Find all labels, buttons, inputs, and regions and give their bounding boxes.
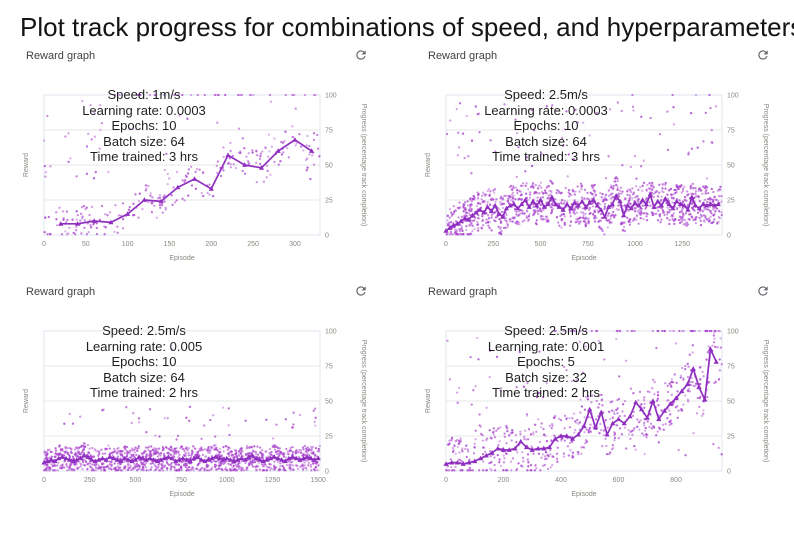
- svg-text:50: 50: [325, 399, 333, 406]
- svg-text:Reward: Reward: [425, 153, 432, 177]
- svg-text:200: 200: [498, 477, 510, 484]
- svg-text:Episode: Episode: [169, 255, 194, 262]
- svg-text:0: 0: [325, 469, 329, 476]
- refresh-icon: [354, 284, 368, 301]
- page-title: Plot track progress for combinations of …: [20, 12, 794, 42]
- refresh-icon: [354, 48, 368, 65]
- svg-text:50: 50: [727, 163, 735, 170]
- svg-text:100: 100: [325, 329, 337, 336]
- reward-chart-canvas: 0 25 50 75 100 0 50 100 150 200 250 300 Episode Rewar…: [23, 93, 367, 263]
- svg-text:500: 500: [535, 241, 547, 248]
- svg-text:300: 300: [289, 241, 301, 248]
- refresh-icon: [756, 48, 770, 65]
- refresh-icon: [756, 284, 770, 301]
- svg-text:500: 500: [130, 477, 142, 484]
- svg-text:1500: 1500: [310, 477, 326, 484]
- svg-text:Progress (percentage track com: Progress (percentage track completion): [360, 340, 367, 463]
- refresh-button[interactable]: [754, 283, 772, 301]
- svg-text:0: 0: [444, 241, 448, 248]
- svg-text:25: 25: [727, 434, 735, 441]
- refresh-button[interactable]: [352, 47, 370, 65]
- svg-text:250: 250: [487, 241, 499, 248]
- svg-text:Progress (percentage track com: Progress (percentage track completion): [762, 340, 769, 463]
- svg-text:50: 50: [325, 163, 333, 170]
- svg-text:600: 600: [613, 477, 625, 484]
- svg-text:750: 750: [582, 241, 594, 248]
- reward-chart-canvas: 0 25 50 75 100 0 200 400 600 800 Episode Reward Prog…: [425, 329, 769, 499]
- svg-text:1000: 1000: [219, 477, 235, 484]
- svg-text:0: 0: [444, 477, 448, 484]
- svg-text:0: 0: [42, 241, 46, 248]
- svg-text:400: 400: [555, 477, 567, 484]
- svg-text:75: 75: [325, 364, 333, 371]
- svg-text:250: 250: [247, 241, 259, 248]
- svg-text:50: 50: [727, 399, 735, 406]
- svg-text:1250: 1250: [265, 477, 281, 484]
- svg-text:100: 100: [727, 329, 739, 336]
- svg-text:25: 25: [727, 198, 735, 205]
- panel-title: Reward graph: [428, 286, 498, 298]
- svg-text:25: 25: [325, 434, 333, 441]
- svg-text:Reward: Reward: [23, 389, 30, 413]
- svg-text:0: 0: [325, 233, 329, 240]
- refresh-button[interactable]: [352, 283, 370, 301]
- reward-graph-panel-top-right: Reward graph 0 25 50 75 100 0 250 500 750 1000 125…: [420, 47, 776, 277]
- svg-text:Episode: Episode: [169, 491, 194, 498]
- svg-text:100: 100: [727, 93, 739, 100]
- svg-text:150: 150: [164, 241, 176, 248]
- svg-text:Progress (percentage track com: Progress (percentage track completion): [360, 104, 367, 227]
- panel-title: Reward graph: [26, 286, 96, 298]
- reward-graph-panel-bottom-right: Reward graph 0 25 50 75 100 0 200 400 600 800 Epis…: [420, 283, 776, 513]
- svg-text:0: 0: [42, 477, 46, 484]
- svg-text:50: 50: [82, 241, 90, 248]
- svg-text:1250: 1250: [675, 241, 691, 248]
- panel-title: Reward graph: [26, 50, 96, 62]
- svg-text:100: 100: [122, 241, 134, 248]
- svg-text:75: 75: [727, 128, 735, 135]
- charts-grid: Reward graph 0 25 50 75 100 0 50 100 150 200 250 30…: [0, 47, 794, 513]
- svg-text:Episode: Episode: [571, 255, 596, 262]
- reward-graph-panel-top-left: Reward graph 0 25 50 75 100 0 50 100 150 200 250 30…: [18, 47, 374, 277]
- svg-text:800: 800: [670, 477, 682, 484]
- reward-graph-panel-bottom-left: Reward graph 0 25 50 75 100 0 250 500 750 1000 125…: [18, 283, 374, 513]
- svg-text:25: 25: [325, 198, 333, 205]
- svg-text:0: 0: [727, 469, 731, 476]
- svg-text:1000: 1000: [627, 241, 643, 248]
- svg-text:Episode: Episode: [571, 491, 596, 498]
- svg-text:750: 750: [175, 477, 187, 484]
- svg-text:75: 75: [325, 128, 333, 135]
- svg-text:Progress (percentage track com: Progress (percentage track completion): [762, 104, 769, 227]
- svg-text:Reward: Reward: [23, 153, 30, 177]
- svg-text:Reward: Reward: [425, 389, 432, 413]
- svg-text:100: 100: [325, 93, 337, 100]
- refresh-button[interactable]: [754, 47, 772, 65]
- panel-title: Reward graph: [428, 50, 498, 62]
- svg-text:200: 200: [205, 241, 217, 248]
- svg-text:75: 75: [727, 364, 735, 371]
- svg-text:0: 0: [727, 233, 731, 240]
- svg-text:250: 250: [84, 477, 96, 484]
